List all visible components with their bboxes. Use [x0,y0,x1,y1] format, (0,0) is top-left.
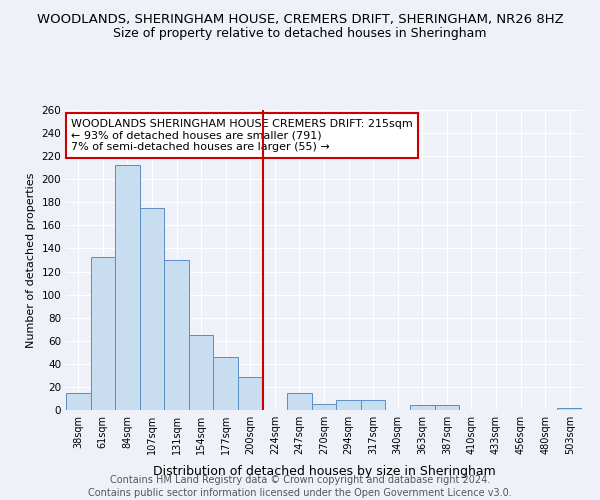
Bar [238,376,263,410]
Bar [336,400,361,410]
Bar [361,400,385,410]
Bar [557,408,582,410]
Bar [115,166,140,410]
Y-axis label: Number of detached properties: Number of detached properties [26,172,36,348]
Text: Contains public sector information licensed under the Open Government Licence v3: Contains public sector information licen… [88,488,512,498]
Bar [91,256,115,410]
Text: Size of property relative to detached houses in Sheringham: Size of property relative to detached ho… [113,28,487,40]
Bar [66,392,91,410]
Text: WOODLANDS SHERINGHAM HOUSE CREMERS DRIFT: 215sqm
← 93% of detached houses are sm: WOODLANDS SHERINGHAM HOUSE CREMERS DRIFT… [71,119,413,152]
Text: WOODLANDS, SHERINGHAM HOUSE, CREMERS DRIFT, SHERINGHAM, NR26 8HZ: WOODLANDS, SHERINGHAM HOUSE, CREMERS DRI… [37,12,563,26]
Bar [214,357,238,410]
Bar [434,406,459,410]
Bar [164,260,189,410]
X-axis label: Distribution of detached houses by size in Sheringham: Distribution of detached houses by size … [152,466,496,478]
Bar [410,406,434,410]
Bar [140,208,164,410]
Bar [189,335,214,410]
Bar [312,404,336,410]
Bar [287,392,312,410]
Text: Contains HM Land Registry data © Crown copyright and database right 2024.: Contains HM Land Registry data © Crown c… [110,475,490,485]
